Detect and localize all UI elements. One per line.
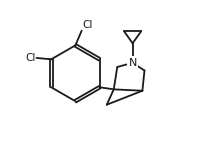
Text: Cl: Cl (82, 20, 92, 30)
Text: Cl: Cl (25, 53, 36, 63)
Text: N: N (128, 58, 136, 68)
